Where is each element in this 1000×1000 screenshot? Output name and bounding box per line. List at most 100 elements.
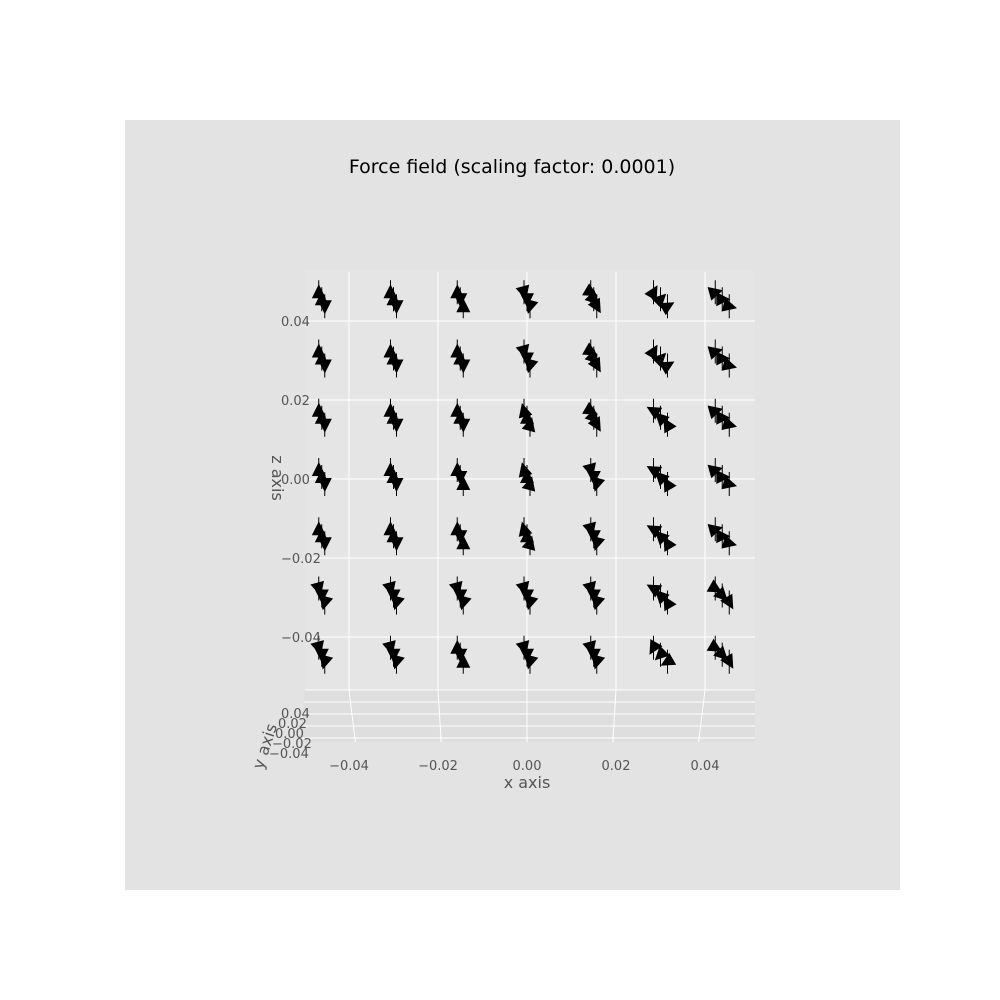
force-arrow-cluster xyxy=(515,280,539,319)
arrow-head xyxy=(591,535,606,551)
force-arrow-cluster xyxy=(383,398,404,437)
arrow-head xyxy=(456,298,471,313)
force-arrow-cluster xyxy=(382,576,405,615)
force-arrow-cluster xyxy=(515,576,539,615)
arrow-head xyxy=(587,297,601,314)
arrow-head xyxy=(651,293,667,309)
arrow-head xyxy=(591,476,606,492)
arrow-head xyxy=(654,530,670,546)
arrow-head xyxy=(663,417,677,434)
arrow-head xyxy=(521,476,536,492)
arrow-head xyxy=(587,416,601,432)
force-arrow-cluster xyxy=(707,517,737,556)
force-arrow-cluster xyxy=(310,635,334,674)
arrow-head xyxy=(524,298,539,314)
force-arrow-cluster xyxy=(383,339,404,378)
x-axis-label: x axis xyxy=(504,773,551,792)
arrow-head xyxy=(644,285,658,301)
arrow-head xyxy=(587,356,601,373)
arrow-head xyxy=(646,525,663,539)
force-arrow-cluster xyxy=(646,398,677,437)
arrow-head xyxy=(654,589,670,605)
y-tick-label: 0.04 xyxy=(281,707,310,722)
arrow-head xyxy=(389,300,404,315)
arrow-head xyxy=(389,537,404,552)
x-tick-label: −0.02 xyxy=(418,759,458,774)
force-arrow-cluster xyxy=(311,517,332,556)
arrow-head xyxy=(651,352,667,368)
arrow-head xyxy=(319,594,334,611)
arrow-head xyxy=(453,293,468,308)
arrow-head xyxy=(706,638,723,652)
force-arrow-cluster xyxy=(450,280,471,319)
force-arrow-cluster xyxy=(644,339,675,378)
y-tick-label: 0.02 xyxy=(278,717,307,732)
force-arrow-cluster xyxy=(582,635,606,674)
arrow-head xyxy=(644,344,658,361)
arrow-head xyxy=(591,654,606,670)
arrow-head xyxy=(646,584,663,598)
force-arrow-cluster xyxy=(646,576,677,615)
arrow-head xyxy=(716,351,731,366)
force-arrow-cluster xyxy=(706,635,734,674)
force-arrow-cluster xyxy=(582,458,606,496)
tick-labels: −0.04 −0.02 0.00 0.02 0.040.040.020.00−0.02−… xyxy=(269,315,719,774)
x-floor-grid-line xyxy=(437,689,442,743)
force-arrow-cluster xyxy=(450,635,471,674)
arrow-head xyxy=(663,536,677,552)
y-tick-label: −0.02 xyxy=(272,737,312,752)
force-arrow-cluster xyxy=(515,635,539,674)
arrow-head xyxy=(453,530,468,545)
force-arrow-cluster xyxy=(311,398,332,437)
force-arrow-cluster xyxy=(644,280,675,319)
arrow-head xyxy=(391,654,405,670)
y-tick-label: −0.04 xyxy=(269,747,309,762)
force-arrow-cluster xyxy=(383,458,404,496)
force-arrow-cluster xyxy=(518,398,536,437)
force-arrow-cluster xyxy=(311,339,332,378)
grid-lines xyxy=(301,272,755,743)
arrow-head xyxy=(389,418,404,433)
arrow-head xyxy=(649,639,663,655)
arrow-head xyxy=(716,410,731,425)
force-arrow-cluster xyxy=(450,339,471,378)
arrow-head xyxy=(721,416,737,430)
force-arrow-cluster xyxy=(518,517,536,556)
arrow-head xyxy=(654,645,670,661)
arrow-head xyxy=(706,579,723,593)
force-arrow-cluster xyxy=(707,339,737,378)
force-arrow-cluster xyxy=(582,339,601,378)
force-arrow-cluster xyxy=(450,458,471,496)
arrow-head xyxy=(646,466,663,480)
x-tick-label: −0.04 xyxy=(329,759,369,774)
x-tick-label: 0.04 xyxy=(691,759,720,774)
force-arrow-cluster xyxy=(382,635,405,674)
chart-title: Force field (scaling factor: 0.0001) xyxy=(349,156,675,178)
force-arrow-cluster xyxy=(518,458,536,496)
arrow-head xyxy=(707,405,723,420)
z-tick-label: 0.02 xyxy=(281,394,310,409)
force-arrow-cluster xyxy=(515,339,539,378)
force-arrow-cluster xyxy=(310,576,334,615)
arrow-head xyxy=(319,654,334,670)
arrow-head xyxy=(521,535,536,551)
force-arrow-cluster xyxy=(311,458,332,496)
arrow-head xyxy=(591,594,606,611)
arrow-head xyxy=(453,471,468,485)
x-tick-label: 0.00 xyxy=(513,759,542,774)
force-arrow-cluster xyxy=(707,398,737,437)
z-tick-label: 0.00 xyxy=(281,473,310,488)
arrow-head xyxy=(456,535,471,550)
arrow-head xyxy=(456,476,471,490)
force-arrow-cluster xyxy=(450,517,471,556)
arrow-head xyxy=(720,593,734,610)
force-arrow-cluster xyxy=(450,398,471,437)
arrow-head xyxy=(317,359,332,374)
force-arrow-cluster xyxy=(646,517,677,556)
y-tick-label: 0.00 xyxy=(275,727,304,742)
force-arrow-cluster xyxy=(649,635,677,674)
arrow-head xyxy=(721,297,737,312)
quiver-arrows xyxy=(310,280,737,674)
force-arrow-cluster xyxy=(582,398,601,437)
arrow-head xyxy=(524,357,539,374)
